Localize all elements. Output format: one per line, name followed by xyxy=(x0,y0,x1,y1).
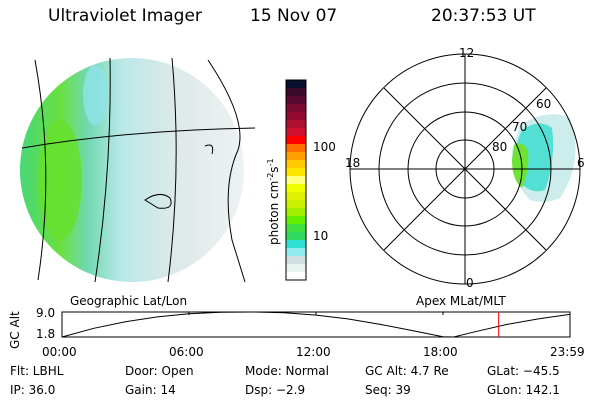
colorbar-swatch xyxy=(286,144,306,153)
info-field: GLon: 142.1 xyxy=(487,383,560,397)
colorbar-swatch xyxy=(286,240,306,249)
lat-label-70: 70 xyxy=(512,120,528,134)
altitude-frame xyxy=(61,311,571,338)
colorbar-swatch xyxy=(286,152,306,161)
colorbar-swatch xyxy=(286,88,306,97)
colorbar-label: photon cm-2s-1 xyxy=(266,158,281,245)
info-field: GC Alt: 4.7 Re xyxy=(365,364,449,378)
xtick-3: 18:00 xyxy=(423,345,458,359)
map-gridlines xyxy=(21,57,256,283)
colorbar-swatch xyxy=(286,200,306,209)
colorbar-swatch xyxy=(286,160,306,169)
altitude-ylabel: GC Alt xyxy=(8,311,22,349)
colorbar-swatch xyxy=(286,96,306,105)
colorbar-swatch xyxy=(286,208,306,217)
colorbar-swatch xyxy=(286,216,306,225)
info-field: Dsp: −2.9 xyxy=(245,383,306,397)
time-label: 20:37:53 UT xyxy=(431,6,536,26)
colorbar-swatch xyxy=(286,120,306,129)
info-field: IP: 36.0 xyxy=(10,383,56,397)
mlt-label-0: 0 xyxy=(466,276,474,290)
apex-label: Apex MLat/MLT xyxy=(416,294,506,308)
info-field: Gain: 14 xyxy=(125,383,176,397)
xtick-0: 00:00 xyxy=(42,345,77,359)
lat-label-80: 80 xyxy=(492,140,508,154)
colorbar-swatch xyxy=(286,256,306,265)
colorbar-swatch xyxy=(286,224,306,233)
instrument-title: Ultraviolet Imager xyxy=(48,6,202,26)
colorbar-frame xyxy=(285,79,307,281)
geographic-label: Geographic Lat/Lon xyxy=(70,294,188,308)
xtick-4: 23:59 xyxy=(550,345,585,359)
colorbar-tick-100: 100 xyxy=(313,140,336,154)
info-field: Mode: Normal xyxy=(245,364,329,378)
mlt-label-18: 18 xyxy=(345,156,361,170)
ytick-9: 9.0 xyxy=(36,306,56,320)
colorbar-swatch xyxy=(286,168,306,177)
mlt-label-12: 12 xyxy=(459,46,475,60)
info-field: Flt: LBHL xyxy=(10,364,64,378)
colorbar-swatch xyxy=(286,272,306,281)
colorbar-swatch xyxy=(286,248,306,257)
lat-label-60: 60 xyxy=(536,97,552,111)
geographic-map xyxy=(20,58,244,282)
colorbar-swatch xyxy=(286,192,306,201)
colorbar-swatch xyxy=(286,136,306,145)
info-field: Door: Open xyxy=(125,364,194,378)
mlt-label-6: 6 xyxy=(577,156,585,170)
altitude-line xyxy=(61,311,570,338)
colorbar-swatch xyxy=(286,104,306,113)
colorbar-tick-10: 10 xyxy=(313,229,329,243)
colorbar-swatch xyxy=(286,264,306,273)
colorbar-swatch xyxy=(286,176,306,185)
ytick-1-8: 1.8 xyxy=(36,327,56,341)
colorbar xyxy=(285,79,307,281)
polar-grid xyxy=(349,53,581,285)
colorbar-swatch xyxy=(286,80,306,89)
xtick-2: 12:00 xyxy=(296,345,331,359)
colorbar-swatch xyxy=(286,112,306,121)
info-field: GLat: −45.5 xyxy=(487,364,560,378)
colorbar-swatch xyxy=(286,232,306,241)
polar-aurora xyxy=(511,114,576,203)
colorbar-swatch xyxy=(286,128,306,137)
info-field: Seq: 39 xyxy=(365,383,411,397)
xtick-1: 06:00 xyxy=(169,345,204,359)
date-label: 15 Nov 07 xyxy=(250,6,338,26)
colorbar-swatch xyxy=(286,184,306,193)
